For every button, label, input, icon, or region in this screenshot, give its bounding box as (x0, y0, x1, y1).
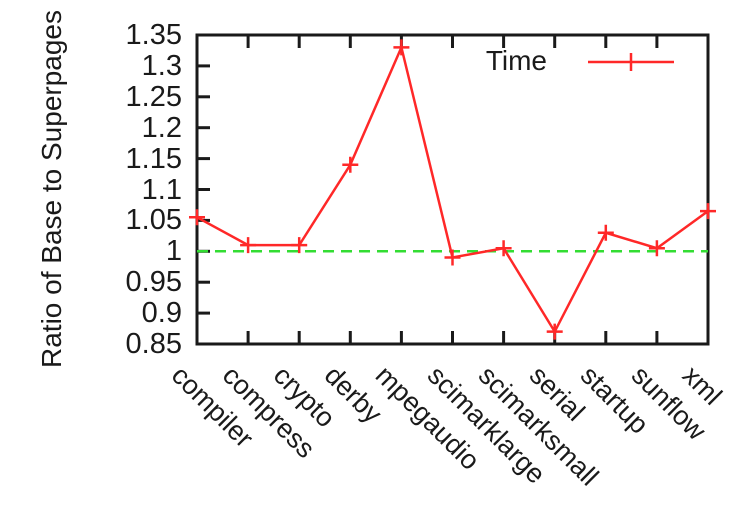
y-tick-label: 1.15 (125, 142, 182, 175)
y-tick-label: 1.25 (125, 80, 182, 113)
y-tick-label: 1.2 (141, 111, 182, 144)
legend-label: Time (485, 45, 547, 76)
data-point-marker (189, 209, 205, 226)
data-point-marker (597, 224, 614, 241)
y-tick-label: 1.3 (141, 49, 182, 82)
y-tick-label: 0.85 (125, 328, 182, 360)
plot-border (195, 33, 710, 346)
data-point-marker (240, 237, 257, 254)
y-tick-label: 1.1 (141, 173, 182, 206)
time-series-line (196, 43, 709, 335)
y-tick-label: 0.9 (141, 297, 182, 330)
legend-sample-line (588, 53, 674, 71)
data-point-marker (444, 249, 461, 266)
y-tick-label: 1.05 (125, 204, 182, 237)
y-tick-label: 0.95 (125, 266, 182, 299)
data-point-marker (291, 237, 308, 254)
data-point-marker (700, 203, 716, 220)
data-point-marker (393, 39, 410, 56)
data-point-marker (648, 240, 665, 257)
data-point-marker (495, 240, 512, 257)
y-tick-label: 1 (165, 235, 182, 268)
data-point-marker (342, 156, 359, 173)
data-point-marker (546, 323, 563, 340)
y-axis-title: Ratio of Base to Superpages (36, 9, 67, 369)
y-tick-label: 1.35 (125, 19, 182, 51)
